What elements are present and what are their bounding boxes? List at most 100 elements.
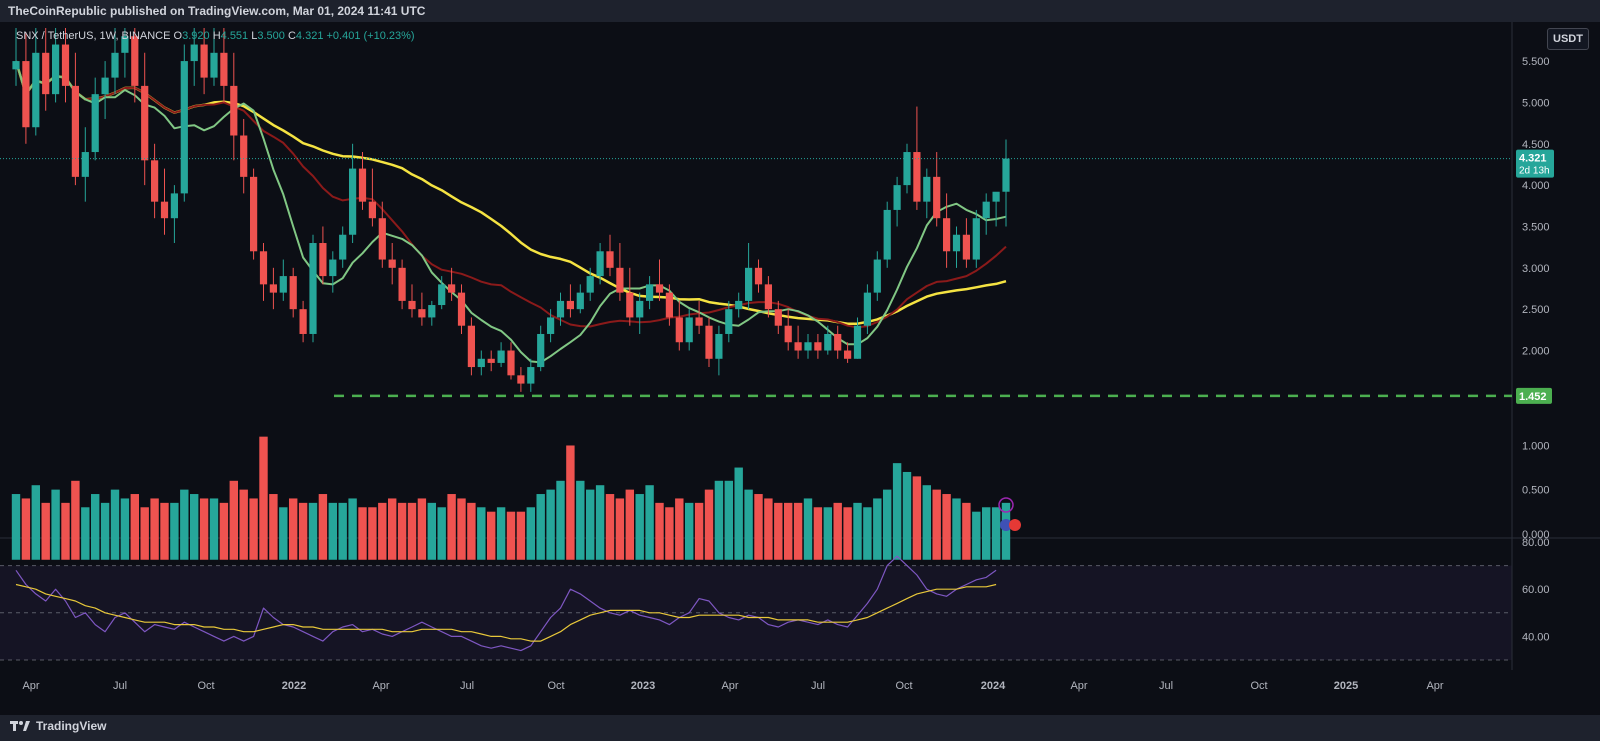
volume-bar: [269, 494, 278, 560]
candle-body: [309, 243, 317, 334]
currency-button[interactable]: USDT: [1547, 28, 1589, 50]
candle-body: [517, 375, 525, 384]
volume-tick-label: 0.500: [1522, 485, 1550, 497]
volume-bar: [91, 494, 100, 560]
volume-bar: [51, 489, 60, 560]
high-value: 4.551: [220, 30, 249, 42]
time-axis-label: Oct: [547, 680, 564, 692]
candle-body: [675, 317, 683, 343]
candle-body: [368, 201, 376, 219]
tradingview-logo[interactable]: TradingView: [10, 719, 106, 733]
open-value: 3.920: [182, 30, 210, 42]
volume-bar: [219, 502, 229, 560]
candle-body: [824, 333, 832, 351]
candle-body: [873, 259, 881, 293]
volume-bar: [853, 502, 862, 560]
candle-body: [695, 317, 703, 326]
volume-bar: [694, 502, 704, 560]
candle-body: [358, 168, 367, 202]
volume-bar: [645, 485, 654, 560]
candle-body: [972, 218, 980, 260]
candle-body: [586, 276, 594, 293]
candle-body: [715, 333, 723, 359]
volume-bar: [81, 507, 90, 560]
candle-body: [903, 152, 911, 186]
volume-bar: [388, 498, 397, 560]
candle-body: [853, 325, 862, 359]
volume-bar: [467, 502, 476, 560]
volume-bar: [21, 498, 31, 560]
volume-bar: [397, 502, 407, 560]
volume-bar: [744, 489, 753, 560]
candle-body: [210, 52, 218, 78]
volume-bar: [31, 485, 40, 560]
footer-bar: TradingView: [0, 715, 1600, 741]
candle-body: [131, 36, 139, 86]
candle-body: [438, 284, 446, 306]
open-label: O: [173, 30, 183, 42]
volume-bar: [675, 498, 684, 560]
candle-body: [22, 61, 30, 128]
time-axis-label: 2025: [1334, 680, 1358, 692]
volume-bar: [823, 507, 832, 560]
candle-body: [299, 309, 307, 334]
price-tick-label: 3.500: [1522, 221, 1550, 233]
volume-bar: [566, 445, 575, 560]
candle-body: [982, 201, 990, 219]
volume-bar: [793, 502, 803, 560]
candle-body: [764, 284, 772, 310]
volume-bar: [190, 494, 199, 560]
candle-body: [576, 292, 584, 310]
volume-bar: [378, 502, 387, 560]
volume-bar: [625, 489, 634, 560]
volume-bar: [685, 502, 694, 560]
candle-body: [81, 152, 89, 177]
rsi-tick-label: 60.00: [1522, 584, 1550, 596]
volume-bar: [61, 502, 70, 560]
volume-bar: [249, 498, 258, 560]
volume-bar: [952, 498, 961, 560]
close-label: C: [287, 30, 296, 42]
volume-bar: [932, 489, 941, 560]
candle-body: [606, 251, 614, 268]
volume-bar: [496, 507, 506, 560]
volume-bar: [11, 494, 21, 560]
volume-bar: [843, 507, 852, 560]
candle-body: [626, 292, 634, 318]
volume-bar: [892, 463, 902, 560]
volume-bar: [358, 507, 367, 560]
price-tick-label: 2.000: [1522, 346, 1550, 358]
volume-bar: [962, 502, 971, 560]
candle-body: [636, 300, 644, 318]
rsi-ma-line: [15, 583, 997, 642]
time-axis-label: Oct: [895, 680, 912, 692]
volume-bar: [912, 476, 922, 560]
candle-body: [42, 52, 50, 95]
candle-body: [61, 44, 70, 86]
publisher-bar: TheCoinRepublic published on TradingView…: [0, 0, 1600, 22]
candle-body: [91, 94, 99, 153]
volume-bar: [972, 511, 981, 560]
volume-bar: [655, 502, 664, 560]
price-tick-label: 4.000: [1522, 180, 1550, 192]
news-event-icon: [1009, 519, 1021, 531]
volume-bar: [318, 494, 328, 560]
candle-body: [349, 168, 357, 235]
last-price-label: 4.321: [1519, 153, 1547, 165]
volume-bar: [586, 489, 595, 560]
volume-bar: [427, 502, 436, 560]
volume-bar: [160, 502, 169, 560]
volume-bar: [595, 485, 605, 560]
candle-body: [784, 325, 792, 343]
candle-body: [844, 350, 852, 359]
symbol-legend: SNX / TetherUS, 1W, BINANCE O3.920 H4.55…: [16, 30, 415, 42]
candle-body: [329, 259, 337, 277]
candle-body: [378, 218, 386, 260]
candle-body: [121, 36, 129, 53]
candle-body: [804, 342, 812, 351]
time-axis-label: 2024: [981, 680, 1006, 692]
candle-body: [685, 317, 693, 343]
volume-bar: [150, 498, 159, 560]
price-tick-label: 2.500: [1522, 304, 1550, 316]
